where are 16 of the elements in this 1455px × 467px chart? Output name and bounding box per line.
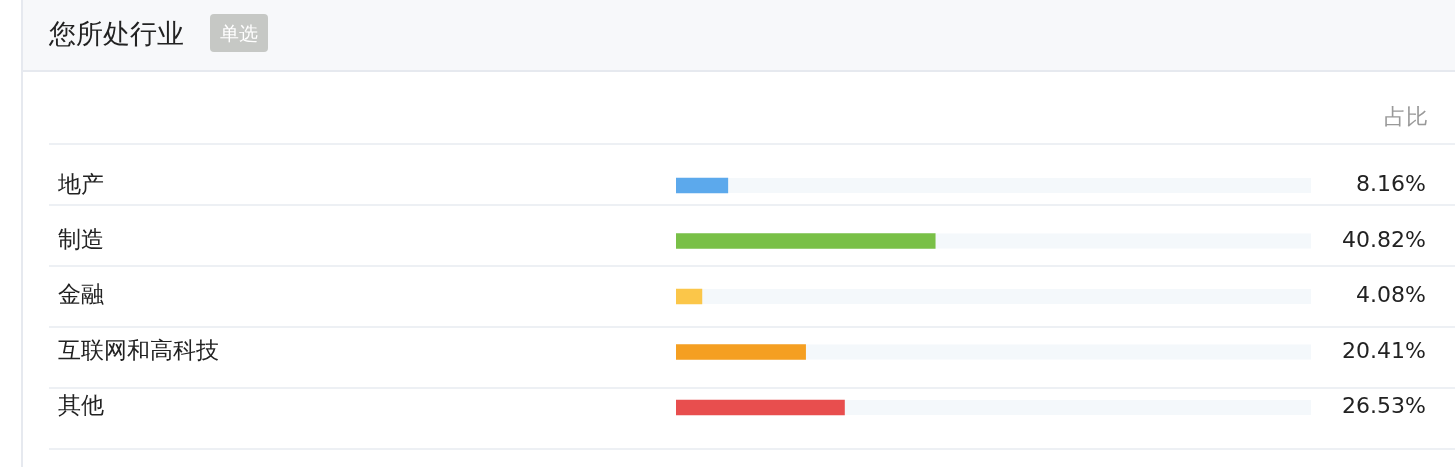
y-tick-label: 互联网和高科技: [58, 336, 219, 363]
data-label: 40.82%: [1342, 226, 1426, 252]
y-tick-label: 金融: [58, 281, 104, 308]
y-tick-label: 地产: [57, 170, 104, 197]
text: 您所处行业: [49, 17, 184, 51]
y-tick-label: 其他: [58, 392, 104, 419]
bar: [676, 344, 806, 360]
y-tick-label: 制造: [58, 225, 104, 252]
data-label: 26.53%: [1342, 393, 1426, 419]
data-label: 4.08%: [1356, 282, 1426, 308]
data-label: 20.41%: [1342, 337, 1426, 363]
text: 单选: [210, 14, 268, 52]
bar: [676, 177, 729, 194]
x-axis-title: 占比: [1384, 103, 1428, 131]
data-label: 8.16%: [1356, 171, 1426, 197]
bar: [676, 288, 703, 305]
